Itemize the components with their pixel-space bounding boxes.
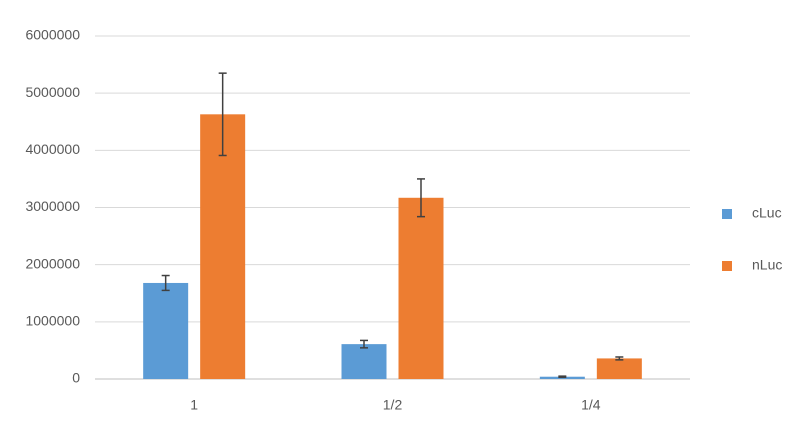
error-bar bbox=[360, 339, 368, 349]
error-bar bbox=[558, 375, 567, 379]
error-bar bbox=[615, 356, 624, 361]
error-bar bbox=[161, 274, 170, 292]
bar bbox=[341, 344, 387, 379]
y-tick-label: 5000000 bbox=[25, 84, 80, 100]
x-tick-label: 1 bbox=[190, 397, 198, 413]
error-bar bbox=[417, 178, 425, 218]
error-bar bbox=[218, 72, 227, 157]
y-tick-label: 4000000 bbox=[25, 141, 80, 157]
legend-label: cLuc bbox=[752, 205, 782, 221]
x-tick-label: 1/4 bbox=[581, 397, 601, 413]
y-tick-label: 3000000 bbox=[25, 198, 80, 214]
y-tick-label: 2000000 bbox=[25, 255, 80, 271]
bar bbox=[398, 197, 444, 379]
y-tick-label: 0 bbox=[72, 370, 80, 386]
x-tick-label: 1/2 bbox=[383, 397, 403, 413]
y-tick-label: 1000000 bbox=[25, 313, 80, 329]
bar bbox=[143, 282, 189, 379]
bar bbox=[200, 114, 246, 380]
legend-swatch bbox=[722, 261, 732, 271]
bar bbox=[596, 358, 642, 379]
legend-label: nLuc bbox=[752, 257, 782, 273]
y-tick-label: 6000000 bbox=[25, 27, 80, 43]
legend-swatch bbox=[722, 209, 732, 219]
